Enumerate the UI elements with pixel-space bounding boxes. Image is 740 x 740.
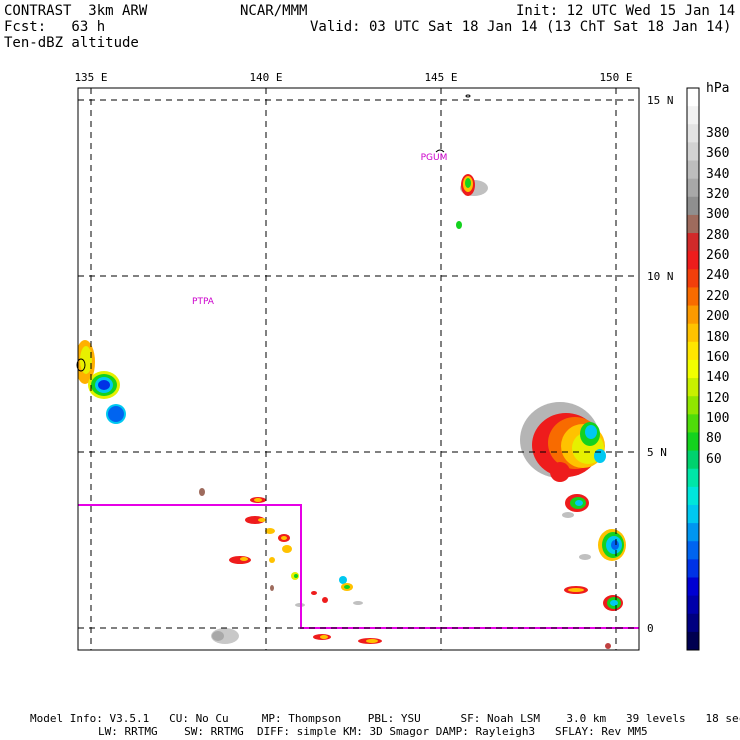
- station-labels: PTPA PGUM: [192, 153, 447, 307]
- island-outlines: [76, 94, 471, 372]
- colorbar-swatch: [687, 323, 699, 343]
- colorbar-swatch: [687, 450, 699, 470]
- colorbar-label: 80: [706, 431, 722, 447]
- echo-field: [78, 174, 626, 649]
- lon-tick-label: 140 E: [249, 71, 282, 84]
- colorbar-swatch: [687, 504, 699, 524]
- colorbar-swatch: [687, 142, 699, 162]
- colorbar-swatch: [687, 251, 699, 270]
- axis-tick-labels: 135 E 140 E 145 E 150 E 15 N 10 N 5 N 0: [74, 71, 673, 635]
- colorbar-label: 220: [706, 288, 730, 304]
- colorbar-swatch: [687, 595, 699, 615]
- colorbar-swatch: [687, 613, 699, 633]
- lon-tick-label: 145 E: [424, 71, 457, 84]
- colorbar-label: 320: [706, 187, 730, 203]
- colorbar-swatch: [687, 523, 699, 542]
- colorbar-label: 340: [706, 166, 730, 182]
- colorbar-label: 140: [706, 370, 730, 386]
- echo-cell-west: [78, 340, 126, 424]
- colorbar-label: 160: [706, 349, 730, 365]
- lon-tick-label: 150 E: [599, 71, 632, 84]
- colorbar-swatch: [687, 432, 699, 452]
- colorbar-swatch: [687, 541, 699, 560]
- lat-lon-grid: [78, 88, 639, 650]
- center-label: NCAR/MMM: [240, 3, 308, 19]
- colorbar-label: 200: [706, 309, 730, 325]
- colorbar-swatch: [687, 124, 699, 143]
- lat-tick-label: 5 N: [647, 446, 667, 459]
- echo-scatter-south: [199, 488, 591, 644]
- station-label: PGUM: [421, 153, 448, 163]
- colorbar-swatch: [687, 214, 699, 234]
- inner-domain-box: [78, 504, 639, 629]
- lat-tick-label: 0: [647, 622, 654, 635]
- colorbar-label: 180: [706, 329, 730, 345]
- init-time: Init: 12 UTC Wed 15 Jan 14: [516, 3, 736, 19]
- colorbar-frame: [686, 87, 700, 651]
- colorbar-swatch: [687, 178, 699, 198]
- colorbar-label: 360: [706, 146, 730, 162]
- colorbar-swatch: [687, 468, 699, 488]
- lat-tick-label: 10 N: [647, 270, 674, 283]
- colorbar-label: 380: [706, 126, 730, 141]
- colorbar-swatch: [687, 160, 699, 180]
- colorbar-label: 280: [706, 227, 730, 243]
- colorbar-swatch: [687, 196, 699, 216]
- colorbar-swatch: [687, 88, 699, 107]
- colorbar-swatch: [687, 396, 699, 415]
- footer-physics-info: LW: RRTMG SW: RRTMG DIFF: simple KM: 3D …: [98, 725, 648, 738]
- colorbar-swatch: [687, 359, 699, 379]
- colorbar-label: 120: [706, 390, 730, 406]
- colorbar-swatch: [687, 269, 699, 288]
- colorbar-swatch: [687, 287, 699, 307]
- colorbar-label: 60: [706, 451, 722, 467]
- colorbar-swatch: [687, 414, 699, 433]
- colorbar-swatch: [687, 233, 699, 252]
- colorbar-label: 260: [706, 248, 730, 264]
- echo-complex-east: [520, 402, 626, 649]
- colorbar-swatch: [687, 341, 699, 361]
- forecast-hour: Fcst: 63 h: [4, 19, 106, 35]
- echo-cell-guam: [456, 174, 488, 229]
- colorbar-label: 240: [706, 268, 730, 284]
- lon-tick-label: 135 E: [74, 71, 107, 84]
- plot-frame: [77, 87, 640, 651]
- colorbar-unit: hPa: [706, 81, 730, 96]
- colorbar-label: 300: [706, 207, 730, 223]
- colorbar-swatch: [687, 577, 699, 597]
- model-title: CONTRAST 3km ARW: [4, 3, 148, 19]
- colorbar-swatch: [687, 106, 699, 125]
- station-label: PTPA: [192, 297, 215, 307]
- lat-tick-label: 15 N: [647, 94, 674, 107]
- colorbar-swatch: [687, 305, 699, 325]
- colorbar-swatch: [687, 559, 699, 578]
- colorbar-swatch: [687, 486, 699, 506]
- field-name: Ten-dBZ altitude: [4, 35, 139, 51]
- colorbar-swatch: [687, 378, 699, 397]
- colorbar-label: 100: [706, 410, 730, 426]
- footer-model-info: Model Info: V3.5.1 CU: No Cu MP: Thompso…: [30, 712, 740, 725]
- valid-time: Valid: 03 UTC Sat 18 Jan 14 (13 ChT Sat …: [310, 19, 732, 35]
- colorbar-swatch: [687, 631, 699, 651]
- colorbar: [687, 88, 699, 651]
